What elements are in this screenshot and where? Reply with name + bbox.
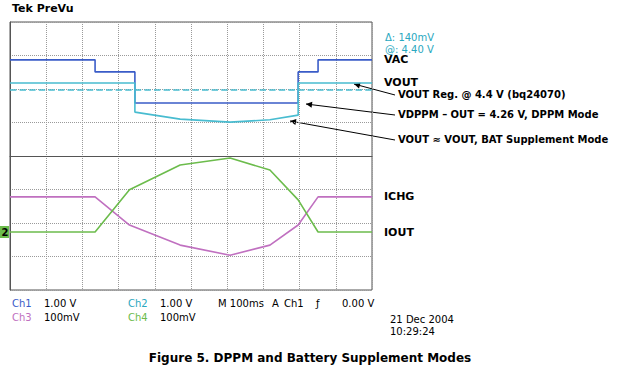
svg-text:Δ: 140mV: Δ: 140mV: [385, 32, 434, 43]
svg-text:VOUT Reg. @ 4.4 V (bq24070): VOUT Reg. @ 4.4 V (bq24070): [398, 89, 566, 100]
svg-text:1.00 V: 1.00 V: [160, 298, 192, 309]
svg-text:VOUT ≈ VOUT, BAT Supplement Mo: VOUT ≈ VOUT, BAT Supplement Mode: [398, 134, 609, 145]
svg-text:Ch4: Ch4: [128, 312, 148, 323]
svg-text:VAC: VAC: [384, 53, 408, 66]
svg-text:100mV: 100mV: [44, 312, 80, 323]
svg-text:Ch3: Ch3: [12, 312, 32, 323]
svg-text:Ch1: Ch1: [284, 298, 304, 309]
svg-text:Ch1: Ch1: [12, 298, 32, 309]
svg-text:VDPPM – OUT = 4.26 V, DPPM Mod: VDPPM – OUT = 4.26 V, DPPM Mode: [398, 109, 599, 120]
svg-text:Ch2: Ch2: [128, 298, 148, 309]
svg-text:10:29:24: 10:29:24: [390, 326, 435, 337]
svg-text:M 100ms: M 100ms: [218, 298, 264, 309]
svg-text:Figure 5. DPPM and Battery Sup: Figure 5. DPPM and Battery Supplement Mo…: [149, 351, 471, 365]
svg-text:Tek PreVu: Tek PreVu: [12, 2, 74, 15]
svg-text:1.00 V: 1.00 V: [44, 298, 76, 309]
svg-text:VOUT: VOUT: [384, 76, 419, 89]
svg-text:@: 4.40 V: @: 4.40 V: [385, 43, 434, 55]
svg-text:IOUT: IOUT: [384, 226, 414, 239]
svg-text:A: A: [272, 298, 279, 309]
svg-text:ƒ: ƒ: [315, 298, 320, 309]
svg-text:2: 2: [2, 227, 9, 238]
svg-text:ICHG: ICHG: [384, 190, 414, 203]
svg-text:100mV: 100mV: [160, 312, 196, 323]
svg-text:0.00 V: 0.00 V: [342, 298, 374, 309]
svg-text:21 Dec 2004: 21 Dec 2004: [390, 314, 454, 325]
